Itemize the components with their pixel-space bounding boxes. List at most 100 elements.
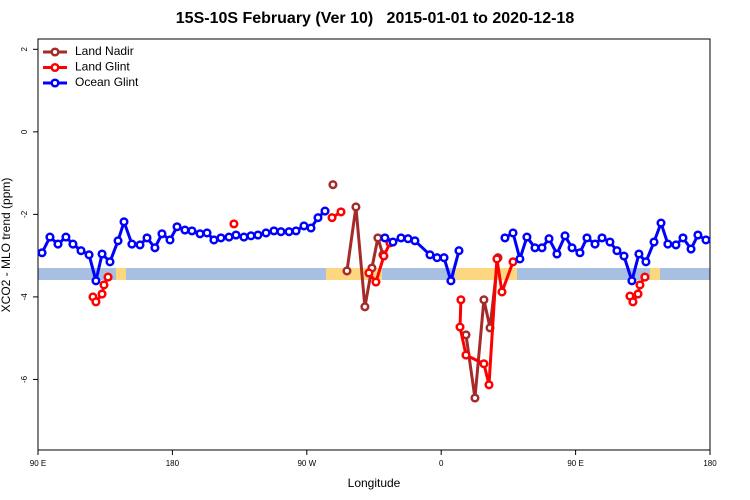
x-tick-label: 180 [166, 459, 180, 468]
data-point [371, 277, 381, 287]
data-point [127, 239, 137, 249]
data-point [560, 231, 570, 241]
data-point [119, 217, 129, 227]
data-point [454, 246, 464, 256]
data-point [165, 235, 175, 245]
x-tick-label: 0 [439, 459, 444, 468]
data-point [320, 206, 330, 216]
data-point [373, 233, 383, 243]
data-point [537, 243, 547, 253]
y-tick-label: 0 [20, 129, 29, 134]
data-point [634, 249, 644, 259]
data-point [515, 254, 525, 264]
data-point [351, 202, 361, 212]
data-point [635, 280, 645, 290]
data-point [276, 227, 286, 237]
y-tick-label: 2 [20, 47, 29, 52]
data-point [97, 289, 107, 299]
data-point [229, 219, 239, 229]
data-point [195, 229, 205, 239]
data-point [187, 226, 197, 236]
data-point [172, 222, 182, 232]
data-point [180, 225, 190, 235]
data-point [619, 251, 629, 261]
data-point [641, 257, 651, 267]
data-point [425, 250, 435, 260]
data-point [446, 276, 456, 286]
y-axis-label: XCO2 - MLO trend (ppm) [0, 178, 13, 313]
data-point [99, 280, 109, 290]
data-point [388, 237, 398, 247]
data-point [410, 236, 420, 246]
data-point [224, 232, 234, 242]
land-band [455, 268, 517, 280]
data-point [605, 237, 615, 247]
y-tick-label: -6 [20, 375, 29, 383]
data-point [379, 251, 389, 261]
data-point [663, 239, 673, 249]
data-point [157, 229, 167, 239]
data-point [91, 297, 101, 307]
data-point [253, 230, 263, 240]
y-tick-label: -4 [20, 293, 29, 301]
data-point [327, 213, 337, 223]
data-point [575, 248, 585, 258]
data-point [456, 295, 466, 305]
x-tick-label: 90 W [297, 459, 316, 468]
data-point [500, 233, 510, 243]
data-point [701, 235, 711, 245]
legend-label: Land Nadir [75, 44, 134, 58]
series-line [345, 205, 500, 400]
data-point [582, 233, 592, 243]
data-point [508, 257, 518, 267]
y-tick-label: -2 [20, 210, 29, 218]
data-point [640, 272, 650, 282]
data-point [216, 233, 226, 243]
data-point [76, 246, 86, 256]
data-point [360, 302, 370, 312]
data-point [284, 227, 294, 237]
data-point [239, 232, 249, 242]
data-point [544, 234, 554, 244]
data-point [364, 268, 374, 278]
data-point [612, 246, 622, 256]
data-point [567, 243, 577, 253]
data-point [97, 249, 107, 259]
data-point [628, 297, 638, 307]
data-point [497, 287, 507, 297]
data-point [484, 380, 494, 390]
data-point [633, 289, 643, 299]
data-point [113, 236, 123, 246]
data-point [693, 230, 703, 240]
data-point [492, 254, 502, 264]
data-point [269, 226, 279, 236]
data-point [105, 257, 115, 267]
data-point [403, 234, 413, 244]
data-point [439, 253, 449, 263]
data-point [150, 243, 160, 253]
data-point [461, 350, 471, 360]
data-point [530, 243, 540, 253]
data-point [678, 233, 688, 243]
data-point [686, 244, 696, 254]
data-point [261, 228, 271, 238]
data-point [61, 232, 71, 242]
x-tick-label: 90 E [30, 459, 46, 468]
data-point [103, 272, 113, 282]
land-band [116, 268, 126, 280]
data-point [202, 228, 212, 238]
data-point [84, 250, 94, 260]
data-point [552, 249, 562, 259]
data-point [336, 207, 346, 217]
data-point [142, 233, 152, 243]
data-point [455, 322, 465, 332]
data-point [231, 230, 241, 240]
data-point [209, 235, 219, 245]
data-point [313, 213, 323, 223]
legend-marker [50, 62, 60, 73]
surface-band [38, 268, 710, 280]
legend-label: Land Glint [75, 60, 130, 74]
data-point [671, 240, 681, 250]
data-point [291, 226, 301, 236]
